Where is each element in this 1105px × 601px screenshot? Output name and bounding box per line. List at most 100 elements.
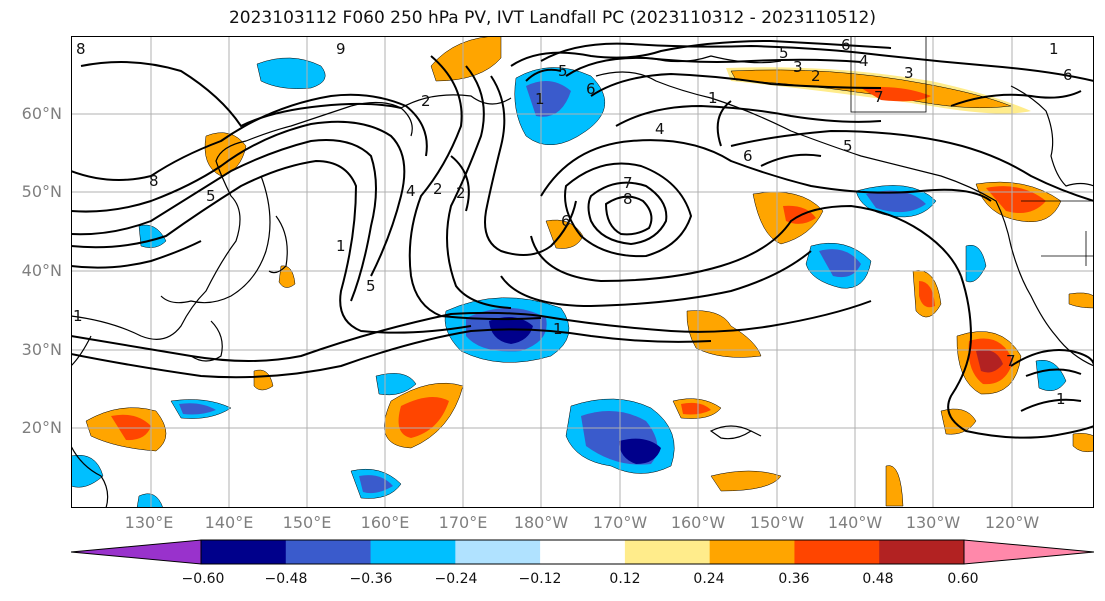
contour-label: 5 <box>366 277 376 295</box>
negative-anomaly-region <box>819 249 861 278</box>
lat-label: 60°N <box>21 104 62 123</box>
contour-label: 6 <box>561 212 571 230</box>
contour-label: 7 <box>623 174 633 192</box>
positive-anomaly-region <box>1072 433 1094 453</box>
contour-label: 1 <box>73 307 83 325</box>
contour-label: 6 <box>743 147 753 165</box>
colorbar-tick-label: 0.24 <box>693 571 725 587</box>
colorbar-outline <box>200 539 965 565</box>
colorbar-tick-label: −0.60 <box>181 571 225 587</box>
positive-anomaly-region <box>861 87 931 102</box>
negative-anomaly-region <box>136 493 164 508</box>
colorbar-bin <box>879 540 965 564</box>
colorbar-bin <box>370 540 456 564</box>
contour-label: 6 <box>1063 66 1073 84</box>
contour-label: 7 <box>874 88 884 106</box>
pv-anomaly-fills <box>71 36 1094 508</box>
colorbar-bin <box>540 540 626 564</box>
colorbar-tick-label: 0.36 <box>778 571 810 587</box>
lat-label: 50°N <box>21 182 62 201</box>
lat-label: 40°N <box>21 261 62 280</box>
negative-anomaly-region <box>179 403 216 415</box>
contour-label: 9 <box>336 40 346 58</box>
contour-label: 2 <box>421 92 431 110</box>
positive-anomaly-region <box>253 369 274 391</box>
negative-anomaly-region <box>375 373 417 396</box>
positive-anomaly-region <box>278 265 296 288</box>
contour-label: 1 <box>1056 390 1066 408</box>
colorbar-tick-label: 0.60 <box>947 571 979 587</box>
contour-label-group: 8 8 1 5 4 2 2 5 1 6 5 1 6 5 3 2 1 4 7 8 … <box>73 36 1073 408</box>
contour-label: 3 <box>793 58 803 76</box>
contour-label: 4 <box>406 182 416 200</box>
colorbar-tick-label: 0.48 <box>862 571 894 587</box>
positive-anomaly-region <box>919 281 935 308</box>
positive-anomaly-region <box>1068 292 1094 309</box>
lon-label: 130°W <box>905 513 961 532</box>
colorbar-bin <box>455 540 541 564</box>
lon-label: 130°E <box>124 513 174 532</box>
contour-label: 1 <box>708 89 718 107</box>
graticule <box>71 36 1094 508</box>
positive-anomaly-region <box>885 465 904 507</box>
contour-label: 5 <box>558 62 568 80</box>
contour-label: 1 <box>553 320 563 338</box>
lat-label: 20°N <box>21 418 62 437</box>
pv-contours <box>71 39 1094 439</box>
map-panel: 8 8 1 5 4 2 2 5 1 6 5 1 6 5 3 2 1 4 7 8 … <box>71 36 1094 508</box>
lat-label: 30°N <box>21 340 62 359</box>
borders <box>850 36 1094 266</box>
lon-label: 120°W <box>984 513 1040 532</box>
colorbar <box>71 539 1094 565</box>
lon-label: 160°W <box>670 513 726 532</box>
lon-label: 140°W <box>827 513 883 532</box>
negative-anomaly-region <box>526 81 571 117</box>
contour-label: 1 <box>336 237 346 255</box>
coastlines <box>71 55 1094 508</box>
negative-anomaly-region <box>965 244 987 283</box>
contour-label: 4 <box>655 120 665 138</box>
contour-label: 5 <box>779 44 789 62</box>
colorbar-bin <box>201 540 287 564</box>
negative-anomaly-region <box>619 438 661 464</box>
positive-anomaly-region <box>681 402 711 415</box>
positive-anomaly-region <box>710 470 782 492</box>
contour-label: 6 <box>841 36 851 54</box>
positive-anomaly-region <box>430 36 502 82</box>
contour-label: 1 <box>535 90 545 108</box>
colorbar-tick-label: −0.36 <box>349 571 393 587</box>
negative-anomaly-region <box>489 317 533 344</box>
contour-label: 3 <box>904 64 914 82</box>
contour-label: 8 <box>76 40 86 58</box>
colorbar-bin <box>794 540 880 564</box>
map-title: 2023103112 F060 250 hPa PV, IVT Landfall… <box>228 8 876 28</box>
contour-label: 7 <box>1006 352 1016 370</box>
lon-label: 150°E <box>282 513 332 532</box>
positive-anomaly-region <box>986 186 1046 214</box>
colorbar-tick-label: −0.24 <box>434 571 478 587</box>
contour-label: 1 <box>1049 40 1059 58</box>
colorbar-tick-label: 0.12 <box>609 571 641 587</box>
positive-anomaly-region <box>111 414 151 441</box>
lon-label: 180°W <box>513 513 569 532</box>
positive-anomaly-region <box>976 349 1003 373</box>
colorbar-tick-label: −0.12 <box>518 571 562 587</box>
lon-label: 140°E <box>204 513 254 532</box>
colorbar-bin <box>285 540 372 564</box>
colorbar-bin <box>71 539 202 565</box>
negative-anomaly-region <box>256 57 326 89</box>
contour-label: 5 <box>843 137 853 155</box>
contour-label: 4 <box>859 52 869 70</box>
negative-anomaly-region <box>866 190 926 213</box>
contour-label: 8 <box>149 172 159 190</box>
negative-anomaly-region <box>1035 359 1067 392</box>
lon-label: 170°W <box>592 513 648 532</box>
contour-label: 6 <box>586 80 596 98</box>
contour-label: 5 <box>206 187 216 205</box>
contour-label: 2 <box>811 67 821 85</box>
colorbar-bin <box>963 539 1094 565</box>
colorbar-bin <box>709 540 795 564</box>
map-canvas: 8 8 1 5 4 2 2 5 1 6 5 1 6 5 3 2 1 4 7 8 … <box>71 36 1094 508</box>
negative-anomaly-region <box>71 454 104 488</box>
colorbar-tick-label: −0.48 <box>264 571 308 587</box>
